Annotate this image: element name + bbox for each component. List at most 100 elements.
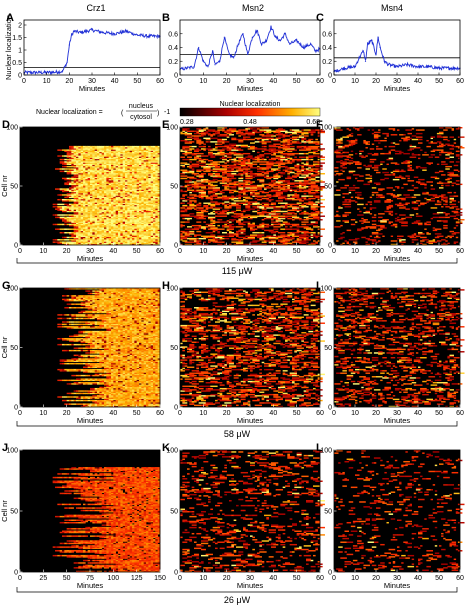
- heatmap-cell: [120, 241, 123, 243]
- heatmap-cell: [76, 217, 79, 220]
- heatmap-cell: [66, 158, 70, 161]
- heatmap-cell: [59, 223, 63, 226]
- heatmap-cell: [92, 219, 95, 221]
- heatmap-cell: [106, 237, 109, 240]
- heatmap-cell: [69, 221, 72, 223]
- heatmap-cell: [240, 176, 244, 178]
- heatmap-cell: [120, 215, 123, 217]
- heatmap-cell: [285, 180, 290, 182]
- heatmap-cell: [226, 220, 230, 222]
- heatmap-cell: [217, 224, 220, 227]
- heatmap-cell: [187, 226, 192, 228]
- heatmap-cell: [90, 236, 93, 239]
- heatmap-cell: [310, 221, 316, 223]
- data-point: [438, 67, 440, 69]
- heatmap-cell: [215, 207, 223, 209]
- heatmap-cell: [184, 198, 190, 201]
- heatmap-cell: [106, 235, 109, 237]
- heatmap-cell: [127, 227, 130, 229]
- heatmap-cell: [268, 206, 276, 208]
- heatmap-cell: [189, 191, 192, 194]
- heatmap-cell: [273, 194, 276, 196]
- heatmap-cell: [108, 237, 112, 240]
- heatmap-cell: [118, 240, 121, 242]
- heatmap-cell: [139, 241, 142, 243]
- heatmap-cell: [71, 233, 74, 235]
- heatmap-cell: [122, 208, 126, 210]
- x-tick-label: 40: [269, 78, 277, 85]
- heatmap-cell: [141, 236, 144, 239]
- heatmap-cell: [66, 193, 70, 195]
- heatmap-cell: [261, 157, 265, 160]
- data-point: [396, 66, 398, 68]
- heatmap-cell: [120, 222, 123, 225]
- heatmap-cell: [155, 222, 158, 225]
- heatmap-cell: [115, 217, 119, 220]
- heatmap-cell: [182, 214, 190, 216]
- heatmap-cell: [134, 237, 137, 240]
- heatmap-cell: [268, 182, 272, 184]
- heatmap-cell: [136, 236, 140, 239]
- heatmap-cell: [231, 202, 237, 204]
- heatmap-cell: [99, 208, 102, 210]
- heatmap-cell: [125, 221, 128, 223]
- heatmap-cell: [189, 164, 192, 167]
- heatmap-cell: [71, 215, 74, 217]
- heatmap-cell: [143, 210, 147, 213]
- heatmap-cell: [259, 190, 265, 193]
- heatmap-cell: [69, 210, 72, 213]
- heatmap-cell: [136, 224, 140, 227]
- heatmap-cell: [122, 240, 126, 242]
- heatmap-cell: [66, 239, 70, 241]
- heatmap-cell: [113, 229, 116, 232]
- heatmap-cell: [101, 233, 105, 235]
- heatmap-cell: [115, 235, 119, 237]
- heatmap-cell: [115, 226, 119, 228]
- formula-denominator: cytosol: [130, 114, 152, 121]
- heatmap-cell: [55, 228, 58, 230]
- heatmap-cell: [85, 211, 88, 214]
- heatmap-cell: [52, 203, 56, 206]
- heatmap-cell: [118, 242, 121, 245]
- heatmap-cell: [97, 214, 100, 216]
- heatmap-cell: [129, 222, 133, 225]
- heatmap-cell: [66, 208, 70, 210]
- heatmap-cell: [143, 209, 147, 212]
- heatmap-cell: [76, 145, 79, 148]
- heatmap-cell: [97, 210, 100, 213]
- heatmap-cell: [108, 236, 112, 239]
- heatmap-cell: [125, 243, 128, 246]
- data-point: [377, 36, 379, 38]
- heatmap-cell: [150, 224, 154, 227]
- heatmap-cell: [132, 227, 135, 229]
- heatmap-cell: [101, 221, 105, 223]
- heatmap-cell: [113, 239, 116, 241]
- heatmap-cell: [122, 221, 126, 223]
- heatmap-cell: [264, 223, 269, 226]
- heatmap-cell: [308, 155, 316, 157]
- heatmap-cell: [243, 180, 251, 182]
- heatmap-cell: [292, 203, 295, 206]
- heatmap-cell: [115, 230, 119, 233]
- heatmap-cell: [208, 160, 213, 162]
- heatmap-cell: [155, 145, 158, 148]
- heatmap-cell: [292, 228, 300, 230]
- heatmap-cell: [148, 217, 151, 220]
- heatmap-cell: [83, 224, 86, 227]
- heatmap-cell: [143, 228, 147, 230]
- heatmap-cell: [92, 241, 95, 243]
- heatmap-cell: [122, 243, 126, 246]
- y-tick-label: 0.2: [322, 59, 332, 66]
- heatmap-cell: [62, 203, 65, 206]
- heatmap-cell: [106, 217, 109, 220]
- heatmap-cell: [143, 226, 147, 228]
- heatmap-cell: [139, 226, 142, 228]
- data-point: [261, 43, 263, 45]
- heatmap-cell: [287, 194, 295, 196]
- heatmap-cell: [69, 216, 72, 219]
- heatmap-cell: [271, 180, 276, 182]
- heatmap-cell: [90, 233, 93, 235]
- heatmap-cell: [90, 234, 93, 236]
- heatmap-cell: [180, 156, 185, 158]
- heatmap-cell: [125, 237, 128, 240]
